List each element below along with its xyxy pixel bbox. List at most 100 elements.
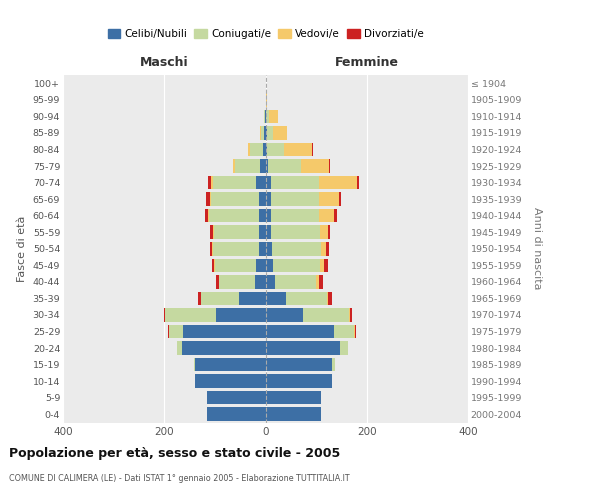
Bar [350, 308, 352, 322]
Bar [214, 226, 259, 239]
Bar [265, 358, 332, 372]
Bar [194, 358, 265, 372]
Bar [184, 324, 265, 338]
Bar [329, 159, 330, 173]
Bar [265, 324, 334, 338]
Bar [265, 242, 272, 256]
Bar [265, 176, 271, 190]
Bar [259, 209, 265, 222]
Bar [266, 110, 269, 123]
Bar [212, 258, 214, 272]
Bar [205, 209, 208, 222]
Bar [272, 126, 287, 140]
Bar [265, 374, 332, 388]
Bar [239, 292, 265, 305]
Bar [169, 324, 184, 338]
Bar [219, 275, 256, 288]
Bar [265, 209, 271, 222]
Bar [265, 192, 271, 206]
Bar [210, 192, 211, 206]
Bar [320, 258, 324, 272]
Bar [284, 142, 312, 156]
Bar [215, 258, 256, 272]
Bar [265, 391, 321, 404]
Bar [235, 159, 260, 173]
Bar [250, 142, 263, 156]
Bar [273, 258, 320, 272]
Bar [339, 192, 341, 206]
Bar [265, 292, 286, 305]
Bar [213, 242, 259, 256]
Bar [262, 126, 264, 140]
Bar [211, 192, 259, 206]
Bar [266, 126, 272, 140]
Bar [319, 192, 339, 206]
Bar [265, 342, 340, 355]
Bar [334, 209, 337, 222]
Bar [301, 159, 329, 173]
Bar [269, 110, 278, 123]
Bar [211, 176, 214, 190]
Bar [334, 324, 354, 338]
Bar [256, 258, 265, 272]
Bar [217, 275, 219, 288]
Text: COMUNE DI CALIMERA (LE) - Dati ISTAT 1° gennaio 2005 - Elaborazione TUTTITALIA.I: COMUNE DI CALIMERA (LE) - Dati ISTAT 1° … [9, 474, 350, 483]
Bar [265, 408, 321, 421]
Bar [356, 176, 359, 190]
Bar [312, 142, 313, 156]
Bar [265, 275, 275, 288]
Bar [265, 258, 273, 272]
Bar [316, 275, 319, 288]
Bar [207, 391, 265, 404]
Bar [304, 308, 349, 322]
Bar [164, 308, 165, 322]
Bar [265, 159, 268, 173]
Bar [354, 324, 355, 338]
Bar [256, 176, 265, 190]
Bar [216, 308, 265, 322]
Bar [271, 176, 319, 190]
Legend: Celibi/Nubili, Coniugati/e, Vedovi/e, Divorziati/e: Celibi/Nubili, Coniugati/e, Vedovi/e, Di… [103, 24, 428, 43]
Bar [194, 374, 265, 388]
Bar [260, 159, 265, 173]
Bar [326, 242, 329, 256]
Bar [264, 126, 265, 140]
Text: Popolazione per età, sesso e stato civile - 2005: Popolazione per età, sesso e stato civil… [9, 448, 340, 460]
Bar [165, 308, 216, 322]
Bar [214, 176, 256, 190]
Bar [207, 408, 265, 421]
Bar [233, 159, 235, 173]
Bar [182, 342, 265, 355]
Text: Maschi: Maschi [140, 56, 188, 69]
Bar [319, 275, 323, 288]
Text: Femmine: Femmine [335, 56, 399, 69]
Bar [213, 226, 214, 239]
Bar [211, 226, 213, 239]
Bar [263, 142, 265, 156]
Bar [319, 176, 356, 190]
Bar [168, 324, 169, 338]
Bar [259, 242, 265, 256]
Bar [248, 142, 250, 156]
Bar [319, 209, 334, 222]
Bar [286, 292, 327, 305]
Bar [260, 126, 262, 140]
Bar [266, 142, 284, 156]
Bar [177, 342, 182, 355]
Bar [275, 275, 316, 288]
Bar [259, 192, 265, 206]
Bar [265, 126, 266, 140]
Bar [265, 226, 271, 239]
Bar [349, 308, 350, 322]
Bar [271, 209, 319, 222]
Bar [198, 292, 200, 305]
Bar [208, 209, 209, 222]
Bar [206, 192, 210, 206]
Bar [266, 93, 267, 106]
Bar [209, 209, 259, 222]
Bar [272, 242, 321, 256]
Bar [355, 324, 356, 338]
Bar [265, 308, 304, 322]
Bar [340, 342, 348, 355]
Bar [264, 110, 265, 123]
